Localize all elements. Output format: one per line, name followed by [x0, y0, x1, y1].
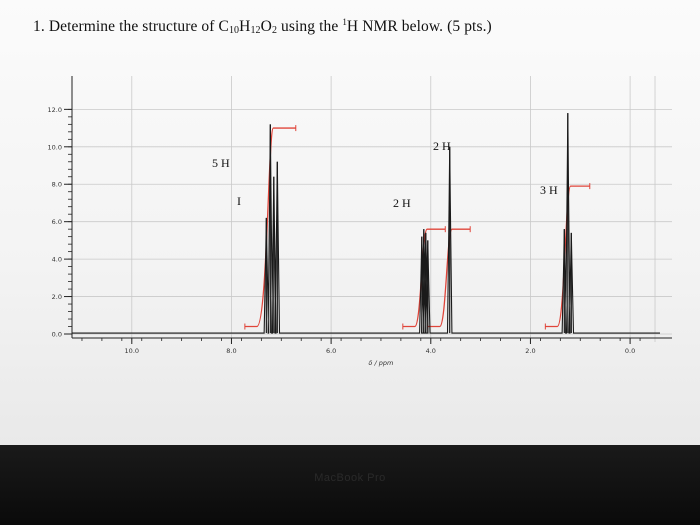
x-tick-label: 10.0: [125, 347, 139, 355]
proton-superscript: 1: [342, 17, 347, 27]
question-text: 1. Determine the structure of C10H12O2 u…: [33, 17, 673, 36]
x-tick-label: 8.0: [226, 347, 236, 355]
integration-label: 2 H: [393, 196, 411, 210]
integration-label: 5 H: [212, 156, 230, 170]
integration-label: 3 H: [540, 183, 558, 197]
integral-curve: [244, 127, 296, 328]
y-tick-label: 10.0: [48, 143, 62, 151]
oxygen-symbol: O: [260, 18, 272, 35]
hydrogen-count: 12: [250, 25, 261, 36]
y-tick-label: 6.0: [52, 218, 62, 226]
worksheet-page: 1. Determine the structure of C10H12O2 u…: [0, 0, 700, 445]
y-tick-label: 2.0: [52, 293, 62, 301]
question-prompt-end: H NMR below. (5 pts.): [346, 18, 492, 35]
x-axis-title: δ / ppm: [369, 359, 394, 367]
spectrum-peaks: [72, 113, 660, 334]
question-prompt-start: Determine the structure of C: [48, 18, 229, 35]
x-tick-label: 0.0: [625, 347, 635, 355]
nmr-spectrum-chart: 12.0 10.0 8.0 6.0 4.0 2.0 0.0 10.0 8.0 6.0 4.0 2.0 0…: [48, 76, 672, 367]
chart-grid: [72, 76, 672, 342]
y-tick-label: 0.0: [52, 331, 62, 339]
integration-label: 2 H: [433, 139, 451, 153]
integration-curves: [244, 125, 591, 330]
y-tick-label: 4.0: [52, 256, 62, 264]
laptop-bezel: [0, 445, 700, 525]
x-tick-label: 2.0: [525, 347, 535, 355]
carbon-count: 10: [228, 25, 240, 36]
x-tick-label: 6.0: [326, 347, 336, 355]
oxygen-count: 2: [271, 25, 278, 36]
integral-curve: [427, 228, 471, 328]
chart-labels: δ / ppm 5 H 2 H 2 H 3 H I: [212, 139, 558, 367]
question-prompt-mid: using the: [277, 18, 343, 35]
spectrum-trace: [72, 113, 660, 334]
x-tick-label: 4.0: [426, 347, 436, 355]
y-tick-label: 12.0: [48, 106, 62, 114]
handwritten-mark: I: [237, 194, 241, 208]
hydrogen-symbol: H: [239, 18, 251, 35]
laptop-brand-label: MacBook Pro: [314, 472, 386, 484]
chart-axes: 12.0 10.0 8.0 6.0 4.0 2.0 0.0 10.0 8.0 6.0 4.0 2.0 0…: [48, 76, 672, 355]
y-tick-label: 8.0: [52, 181, 62, 189]
question-number: 1.: [33, 18, 45, 35]
